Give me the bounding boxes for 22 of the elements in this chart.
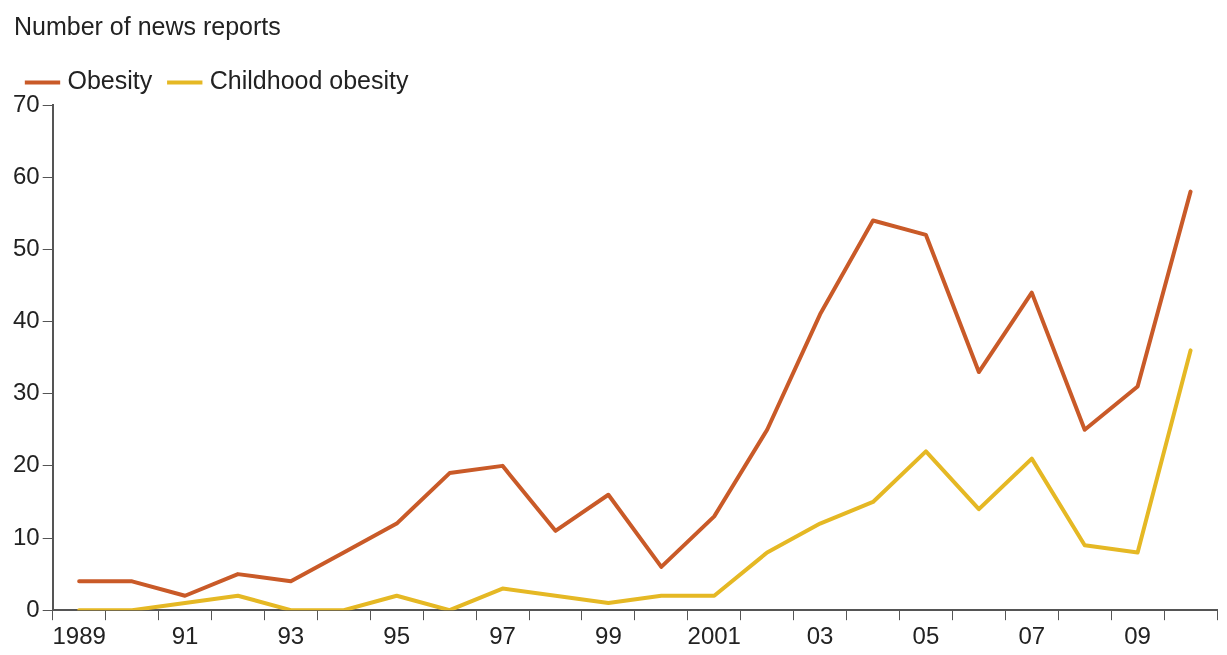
y-axis-title: Number of news reports bbox=[14, 12, 281, 41]
x-tick-label: 03 bbox=[806, 622, 834, 650]
y-tick-label: 10 bbox=[12, 522, 40, 550]
x-tick-label: 1989 bbox=[52, 622, 106, 650]
y-tick-label: 20 bbox=[12, 450, 40, 478]
x-tick-label: 09 bbox=[1124, 622, 1151, 650]
x-tick-label: 99 bbox=[595, 622, 622, 650]
legend-label: Obesity bbox=[67, 66, 153, 95]
x-tick-label: 91 bbox=[171, 622, 199, 650]
y-tick-label: 60 bbox=[12, 161, 40, 189]
legend-label: Childhood obesity bbox=[209, 66, 409, 95]
x-tick-label: 93 bbox=[277, 622, 305, 650]
y-tick-label: 70 bbox=[12, 89, 40, 117]
x-tick-label: 07 bbox=[1018, 622, 1046, 650]
y-tick-label: 50 bbox=[12, 233, 40, 261]
y-tick-label: 30 bbox=[12, 378, 40, 406]
y-tick-label: 40 bbox=[12, 306, 40, 334]
x-tick-label: 05 bbox=[912, 622, 940, 650]
x-tick-label: 2001 bbox=[687, 622, 741, 650]
x-tick-label: 95 bbox=[383, 622, 411, 650]
x-tick-label: 97 bbox=[489, 622, 516, 650]
y-tick-label: 0 bbox=[26, 594, 40, 622]
